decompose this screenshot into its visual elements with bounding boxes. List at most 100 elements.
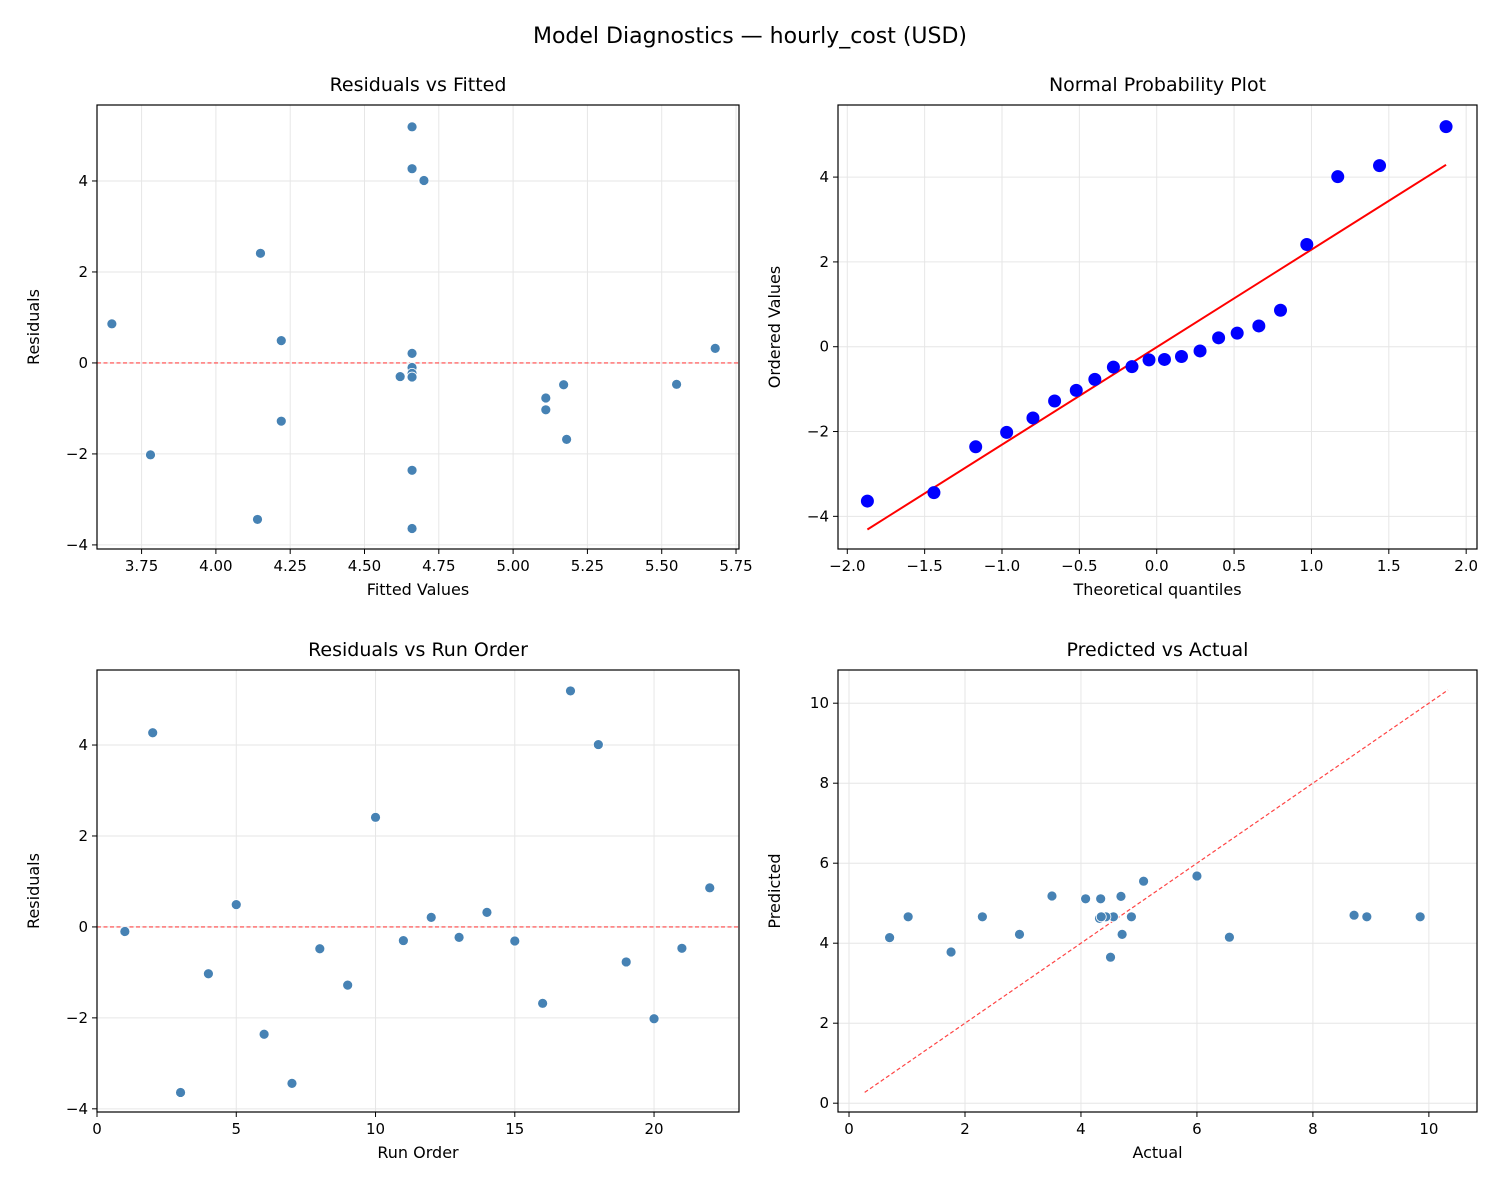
- data-point: [884, 932, 896, 943]
- data-point: [709, 342, 721, 354]
- y-tick-label: −2: [66, 445, 88, 463]
- y-tick-label: 2: [819, 1014, 829, 1032]
- data-point: [203, 968, 214, 980]
- x-tick-label: −1.0: [984, 557, 1020, 575]
- data-point: [1116, 929, 1128, 940]
- data-point: [558, 379, 570, 391]
- data-point: [902, 911, 914, 923]
- subplot-title: Normal Probability Plot: [1049, 74, 1266, 96]
- data-point: [1212, 331, 1226, 345]
- y-tick-label: 0: [78, 354, 88, 372]
- data-point: [230, 899, 242, 911]
- data-point: [1095, 893, 1107, 905]
- data-point: [592, 739, 604, 750]
- x-axis-label: Run Order: [377, 1143, 459, 1162]
- y-tick-label: 0: [819, 338, 829, 356]
- data-point: [406, 464, 418, 476]
- data-point: [945, 946, 957, 958]
- x-tick-label: 5.25: [571, 557, 604, 575]
- data-point: [1174, 349, 1188, 363]
- data-point: [1331, 170, 1345, 184]
- data-point: [1439, 120, 1453, 134]
- x-tick-label: 2.0: [1454, 557, 1478, 575]
- x-tick-label: 0.0: [1145, 557, 1169, 575]
- data-point: [406, 347, 418, 359]
- x-tick-label: 1.0: [1300, 557, 1324, 575]
- subplot-4: 0 2 4 6 8 10 0 2 4 6 8 10 Predicted vs Actual Actual P…: [765, 639, 1478, 1162]
- y-tick-label: 8: [819, 774, 829, 792]
- data-point: [145, 449, 156, 461]
- y-tick-label: 0: [819, 1094, 829, 1112]
- y-axis-label: Predicted: [765, 853, 784, 928]
- y-axis-label: Ordered Values: [765, 266, 784, 388]
- data-point: [255, 247, 266, 259]
- data-point: [175, 1087, 186, 1098]
- data-point: [397, 935, 409, 946]
- x-tick-label: 4.25: [273, 557, 306, 575]
- x-tick-label: 4.00: [199, 557, 232, 575]
- y-tick-label: 0: [78, 918, 88, 936]
- x-tick-label: 6: [1192, 1120, 1202, 1138]
- x-tick-label: 5.75: [719, 557, 752, 575]
- x-tick-label: 0.5: [1222, 557, 1246, 575]
- x-tick-label: −1.5: [906, 557, 942, 575]
- data-point: [648, 1013, 660, 1025]
- y-tick-label: 4: [819, 934, 829, 952]
- x-axis-label: Actual: [1132, 1143, 1182, 1162]
- subplot-1: 3.75 4.00 4.25 4.50 4.75 5.00 5.25 5.50 5.75 −4 −2…: [24, 74, 753, 599]
- x-axis-label: Fitted Values: [367, 580, 469, 599]
- y-tick-label: −4: [807, 507, 829, 525]
- x-tick-label: 0: [844, 1120, 854, 1138]
- axes-frame: [837, 669, 1478, 1113]
- identity-reference-line: [864, 689, 1449, 1093]
- data-point: [1088, 372, 1102, 386]
- data-point: [1115, 891, 1127, 902]
- y-tick-label: 4: [819, 168, 829, 186]
- y-tick-label: 4: [78, 172, 88, 190]
- x-tick-label: 10: [1419, 1120, 1438, 1138]
- data-point: [860, 494, 874, 508]
- y-axis-label: Residuals: [24, 853, 43, 929]
- data-point: [976, 911, 988, 923]
- y-tick-label: −4: [66, 1100, 88, 1118]
- x-tick-label: 4: [1076, 1120, 1086, 1138]
- x-tick-label: 15: [505, 1120, 524, 1138]
- y-tick-label: 6: [819, 854, 829, 872]
- axes-frame: [96, 104, 740, 550]
- data-point: [1224, 931, 1235, 943]
- x-tick-label: −2.0: [829, 557, 865, 575]
- fit-line: [866, 163, 1447, 531]
- x-tick-label: 4.75: [422, 557, 455, 575]
- x-tick-label: 5: [231, 1120, 241, 1138]
- data-point: [561, 433, 573, 445]
- data-point: [406, 523, 418, 534]
- y-tick-label: 2: [819, 253, 829, 271]
- data-point: [1300, 238, 1314, 252]
- data-point: [275, 415, 287, 427]
- y-tick-label: 10: [810, 694, 829, 712]
- data-point: [1046, 890, 1058, 902]
- x-tick-label: 4.50: [348, 557, 381, 575]
- y-tick-label: 4: [78, 736, 88, 754]
- data-point: [147, 727, 159, 739]
- data-point: [418, 175, 430, 186]
- axes-frame: [96, 669, 740, 1113]
- data-point: [1138, 875, 1149, 887]
- y-tick-label: −4: [66, 536, 88, 554]
- data-point: [537, 997, 549, 1009]
- data-point: [1373, 159, 1387, 173]
- subplot-title: Residuals vs Fitted: [330, 74, 507, 96]
- x-tick-label: 2: [960, 1120, 970, 1138]
- x-tick-label: 10: [366, 1120, 385, 1138]
- data-point: [1414, 911, 1426, 923]
- y-tick-label: −2: [807, 423, 829, 441]
- x-tick-label: 3.75: [125, 557, 158, 575]
- x-tick-label: 20: [645, 1120, 664, 1138]
- data-point: [1026, 411, 1040, 425]
- data-point: [481, 906, 493, 918]
- data-point: [394, 371, 406, 382]
- data-point: [540, 392, 552, 404]
- data-point: [252, 514, 263, 525]
- data-point: [969, 440, 983, 454]
- data-point: [1048, 394, 1062, 408]
